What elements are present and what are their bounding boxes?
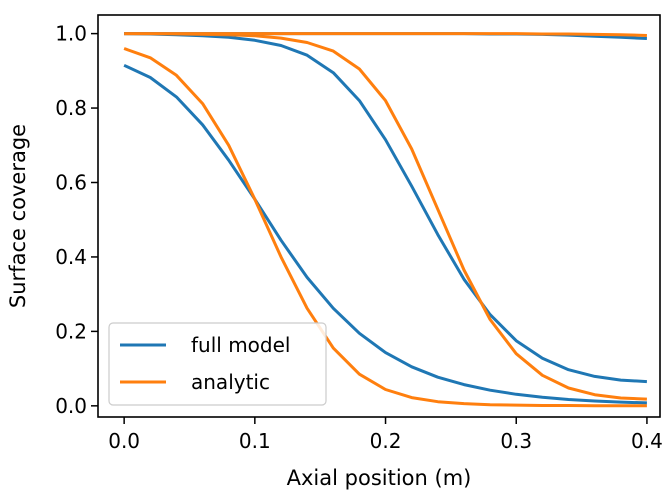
x-tick-label: 0.0: [108, 429, 140, 453]
x-tick-label: 0.1: [239, 429, 271, 453]
y-tick-label: 0.6: [55, 171, 87, 195]
series-layer: [123, 32, 647, 408]
y-tick-label: 1.0: [55, 22, 87, 46]
legend: full model analytic: [108, 322, 327, 406]
y-tick-label: 0.0: [55, 394, 87, 418]
x-axis-label: Axial position (m): [287, 466, 472, 490]
series-line-2: [123, 47, 647, 408]
series-line-6: [124, 32, 647, 37]
series-line-3: [124, 32, 647, 384]
y-tick-label: 0.4: [55, 245, 87, 269]
ticks-layer: 0.0 0.1 0.2 0.3 0.4 0.0 0.2 0.4 0.6 0.8 1.0: [55, 22, 663, 453]
y-tick-label: 0.8: [55, 96, 87, 120]
y-axis-label: Surface coverage: [6, 124, 30, 308]
legend-label-analytic: analytic: [191, 370, 270, 394]
legend-label-full-model: full model: [191, 333, 290, 357]
x-tick-label: 0.2: [370, 429, 402, 453]
plot-frame: [97, 14, 661, 418]
x-tick-label: 0.4: [631, 429, 663, 453]
series-line-1: [123, 63, 647, 405]
y-tick-label: 0.2: [55, 319, 87, 343]
x-tick-label: 0.3: [500, 429, 532, 453]
